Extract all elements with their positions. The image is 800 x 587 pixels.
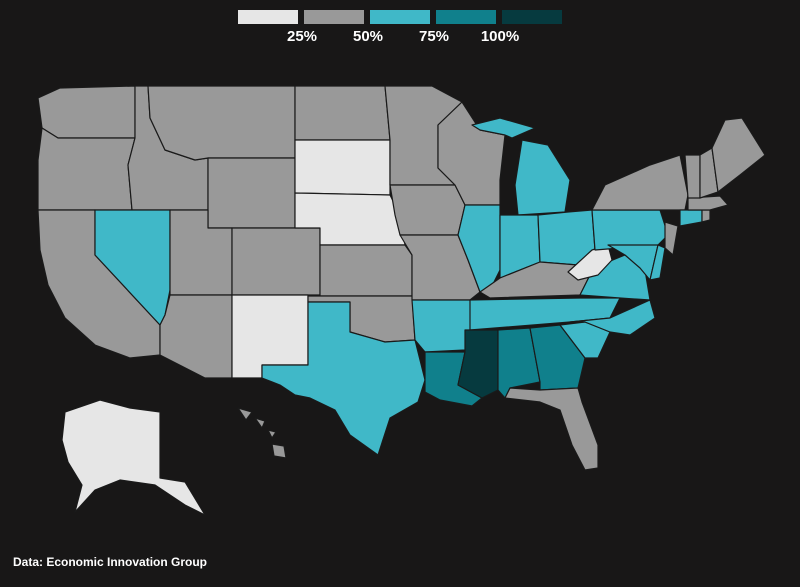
- legend-swatch-1: [238, 10, 298, 24]
- state-ny[interactable]: [591, 154, 689, 211]
- state-pa[interactable]: [591, 209, 669, 251]
- state-wa[interactable]: [37, 85, 136, 139]
- legend-tick-100: 100%: [480, 28, 520, 45]
- state-wy[interactable]: [207, 157, 296, 229]
- state-tx[interactable]: [261, 301, 426, 456]
- state-sd[interactable]: [294, 139, 391, 196]
- state-ak[interactable]: [61, 399, 206, 516]
- state-ri[interactable]: [701, 209, 711, 223]
- state-de[interactable]: [649, 244, 666, 281]
- state-wv[interactable]: [567, 244, 613, 281]
- legend-swatch-4: [436, 10, 496, 24]
- legend-tick-25: 25%: [286, 28, 318, 45]
- state-ct[interactable]: [679, 209, 703, 227]
- state-ma[interactable]: [687, 195, 729, 211]
- state-ia[interactable]: [389, 184, 466, 236]
- legend-swatch-2: [304, 10, 364, 24]
- state-co[interactable]: [231, 227, 321, 296]
- source-note: Data: Economic Innovation Group: [13, 555, 208, 569]
- state-vt[interactable]: [684, 154, 701, 199]
- state-nc[interactable]: [569, 299, 656, 336]
- legend: 25% 50% 75% 100%: [238, 10, 562, 45]
- legend-tick-50: 50%: [352, 28, 384, 45]
- state-md[interactable]: [607, 244, 659, 281]
- legend-swatch-3: [370, 10, 430, 24]
- legend-tick-75: 75%: [418, 28, 450, 45]
- state-az[interactable]: [159, 294, 233, 379]
- state-ks[interactable]: [319, 244, 413, 297]
- state-nd[interactable]: [294, 85, 391, 141]
- state-nj[interactable]: [664, 221, 679, 256]
- legend-swatch-5: [502, 10, 562, 24]
- state-or[interactable]: [37, 127, 136, 211]
- state-fl[interactable]: [504, 387, 599, 471]
- state-me[interactable]: [711, 117, 766, 193]
- state-mt[interactable]: [147, 85, 296, 161]
- state-wi[interactable]: [437, 101, 506, 206]
- state-hi[interactable]: [237, 407, 287, 459]
